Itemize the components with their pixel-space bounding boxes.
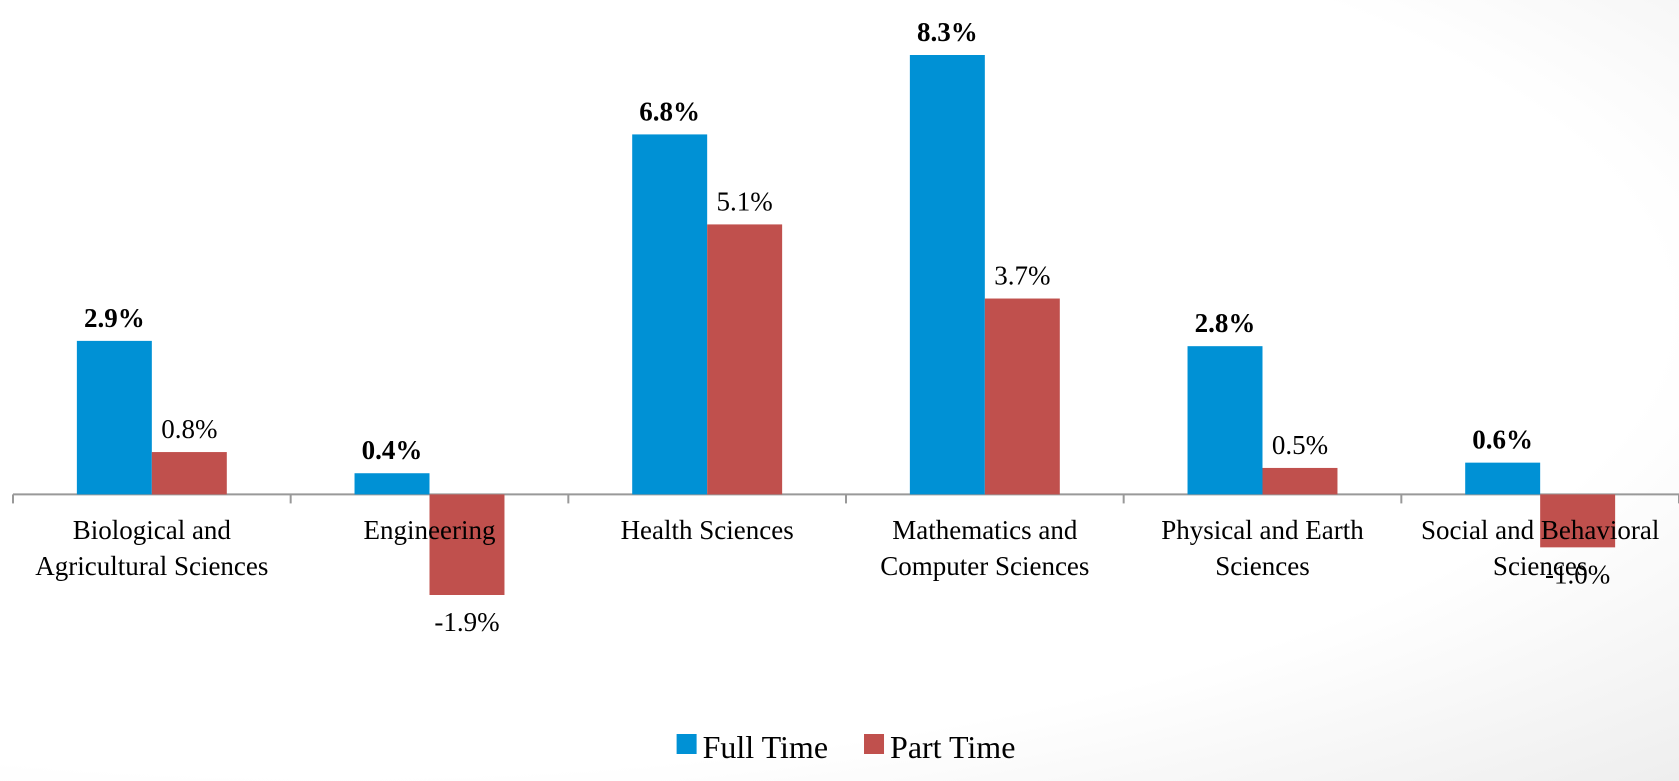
bar <box>1465 462 1541 495</box>
bar <box>632 134 708 495</box>
x-tick-label: Mathematics and Computer Sciences <box>880 515 1090 582</box>
bar <box>984 298 1060 495</box>
data-label: 6.8% <box>639 96 700 126</box>
data-label: 0.5% <box>1272 430 1328 460</box>
data-label: 0.4% <box>362 435 423 465</box>
bar <box>151 452 227 495</box>
data-label: 2.8% <box>1195 308 1256 338</box>
bar <box>354 473 430 495</box>
x-tick-label: Engineering <box>363 515 496 546</box>
bar <box>1187 346 1263 495</box>
x-tick-label: Social and Behavioral Sciences <box>1420 515 1660 582</box>
x-tick-label: Health Sciences <box>620 515 794 546</box>
data-label: 2.9% <box>84 303 145 333</box>
bar <box>76 340 152 495</box>
data-label: 0.6% <box>1472 425 1533 455</box>
bar <box>429 494 505 595</box>
data-label: 8.3% <box>917 17 978 47</box>
legend-swatch <box>864 734 885 754</box>
legend-swatch <box>676 734 697 754</box>
legend-label: Full Time <box>703 729 828 765</box>
data-label: -1.0% <box>1545 559 1610 589</box>
legend-label: Part Time <box>890 729 1015 765</box>
bar <box>707 224 783 495</box>
bar <box>1262 467 1338 495</box>
data-label: -1.9% <box>434 607 499 637</box>
x-tick-label: Biological and Agricultural Sciences <box>35 515 269 582</box>
data-label: 0.8% <box>161 414 217 444</box>
bar <box>909 55 985 495</box>
data-label: 5.1% <box>717 186 773 216</box>
data-label: 3.7% <box>994 261 1050 291</box>
x-tick-label: Physical and Earth Sciences <box>1161 515 1364 582</box>
bar <box>1540 494 1616 548</box>
